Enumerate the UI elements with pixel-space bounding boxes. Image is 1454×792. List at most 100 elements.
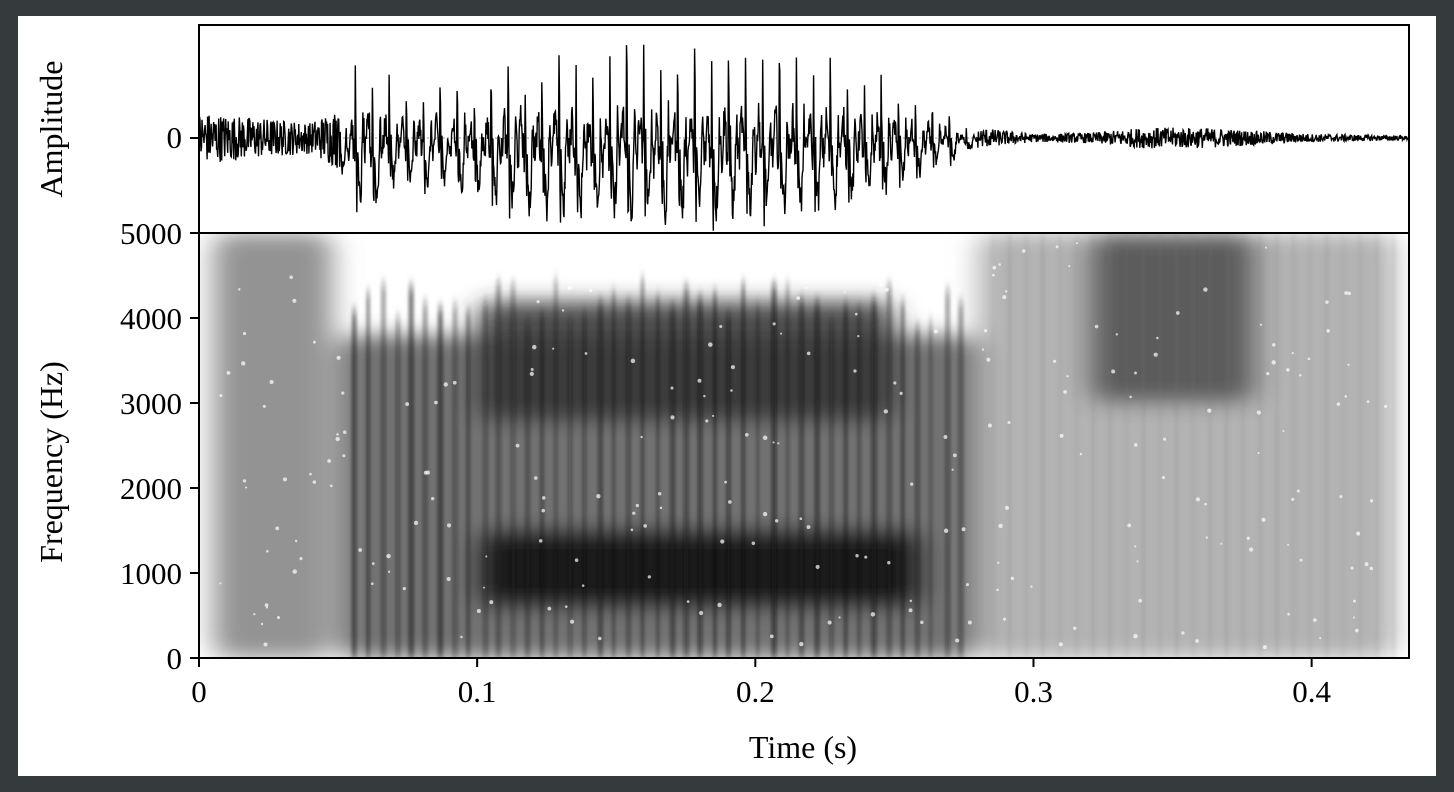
- spectrogram-speckle-dot: [1053, 359, 1057, 363]
- spectrogram-speckle-dot: [536, 300, 540, 304]
- spectrogram-speckle-dot: [709, 277, 714, 281]
- glottal-pulse-band: [929, 319, 932, 658]
- spectrogram-speckle-dot: [405, 402, 410, 406]
- spectrogram-speckle-dot: [1073, 626, 1077, 630]
- spectrogram-figure: 0 Amplitude 0 1000 2000 3000 4000 5000 0 0.1 0.…: [18, 16, 1436, 776]
- spectrogram-speckle-dot: [276, 615, 281, 620]
- spectrogram-speckle-dot: [1326, 329, 1331, 333]
- spectrogram-speckle-dot: [961, 527, 966, 532]
- y-axis-label: Frequency (Hz): [33, 361, 69, 563]
- spectrogram-speckle-dot: [581, 584, 585, 587]
- glottal-pulse-band: [396, 316, 400, 658]
- glottal-pulse-band: [799, 299, 804, 658]
- noise-band: [1008, 233, 1011, 658]
- glottal-pulse-band: [352, 310, 357, 658]
- spectrogram-speckle-dot: [226, 370, 231, 375]
- spectrogram-speckle-dot: [1366, 400, 1370, 403]
- spectrogram-speckle-dot: [1369, 566, 1374, 571]
- spectrogram-speckle-dot: [1307, 357, 1311, 361]
- spectrogram-speckle-dot: [561, 309, 565, 312]
- spectrogram-speckle-dot: [446, 576, 451, 582]
- spectrogram-speckle-dot: [815, 564, 820, 569]
- noise-band: [1125, 233, 1128, 658]
- spectrogram-speckle-dot: [670, 386, 674, 390]
- waveform-y-axis-label: Amplitude: [33, 61, 69, 198]
- spectrogram-speckle-dot: [992, 265, 997, 270]
- spectrogram-speckle-dot: [1021, 249, 1026, 253]
- spectrogram-speckle-dot: [730, 365, 735, 370]
- spectrogram-speckle-dot: [806, 525, 811, 529]
- spectrogram-speckle-dot: [843, 291, 846, 294]
- spectrogram-speckle-dot: [1347, 291, 1352, 296]
- spectrogram-speckle-dot: [955, 638, 960, 643]
- y-tick-label: 5000: [120, 216, 182, 251]
- spectrogram-speckle-dot: [1134, 371, 1137, 375]
- x-tick-label: 0.2: [736, 674, 775, 709]
- glottal-pulse-band: [598, 302, 603, 658]
- spectrogram-speckle-dot: [766, 259, 770, 264]
- x-tick-label: 0: [191, 674, 207, 709]
- glottal-pulse-band: [857, 307, 861, 658]
- glottal-pulse-band: [466, 310, 470, 658]
- glottal-pulse-band: [901, 302, 904, 658]
- spectrogram-speckle-dot: [864, 555, 868, 559]
- noise-band: [1208, 233, 1212, 658]
- spectrogram-speckle-dot: [1384, 404, 1388, 409]
- spectrogram-speckle-dot: [405, 256, 410, 261]
- spectrogram-speckle-dot: [996, 588, 999, 592]
- spectrogram-speckle-dot: [520, 278, 524, 282]
- noise-band: [1342, 233, 1345, 658]
- spectrogram-speckle-dot: [719, 324, 723, 328]
- spectrogram-speckle-dot: [530, 368, 534, 372]
- spectrogram-speckle-dot: [870, 612, 876, 617]
- spectrogram-speckle-dot: [275, 526, 280, 531]
- spectrogram-speckle-dot: [1325, 300, 1329, 304]
- spectrogram-speckle-dot: [1313, 618, 1317, 622]
- spectrogram-speckle-dot: [564, 605, 568, 608]
- glottal-pulse-band: [525, 321, 530, 658]
- spectrogram-speckle-dot: [1287, 612, 1290, 616]
- spectrogram-speckle-dot: [358, 548, 363, 552]
- spectrogram-speckle-dot: [1207, 408, 1212, 413]
- spectrogram-speckle-dot: [219, 582, 222, 585]
- spectrogram-speckle-dot: [647, 575, 651, 579]
- glottal-pulse-band: [741, 282, 745, 658]
- glottal-pulse-band: [684, 286, 689, 658]
- y-tick-label: 1000: [120, 556, 182, 591]
- spectrogram-speckle-dot: [703, 394, 706, 398]
- noise-band: [1308, 233, 1312, 658]
- spectrogram-speckle-dot: [1007, 421, 1011, 425]
- noise-band: [1041, 233, 1045, 658]
- spectrogram-speckle-dot: [720, 539, 725, 544]
- spectrogram-speckle-dot: [983, 329, 988, 333]
- glottal-pulse-band: [540, 313, 544, 658]
- noise-band: [1275, 233, 1278, 658]
- spectrogram-speckle-dot: [1156, 336, 1159, 340]
- x-tick-label: 0.1: [458, 674, 497, 709]
- spectrogram-speckle-dot: [446, 523, 452, 528]
- spectrogram-speckle-dot: [910, 482, 914, 486]
- spectrogram-speckle-dot: [734, 253, 740, 258]
- noise-band: [1225, 233, 1228, 658]
- spectrogram-speckle-dot: [596, 494, 601, 499]
- glottal-pulse-band: [612, 290, 615, 658]
- spectrogram-speckle-dot: [1271, 360, 1276, 365]
- glottal-pulse-band: [713, 291, 717, 658]
- spectrogram-speckle-dot: [1336, 402, 1341, 406]
- spectrogram-speckle-dot: [717, 602, 722, 608]
- spectrogram-speckle-dot: [1339, 495, 1343, 499]
- noise-band: [1141, 233, 1145, 658]
- waveform-trace: [199, 44, 1409, 231]
- glottal-pulse-band: [423, 302, 428, 658]
- spectrogram-speckle-dot: [670, 415, 675, 420]
- spectrogram-speckle-dot: [1111, 369, 1116, 374]
- spectrogram-speckle-dot: [1266, 372, 1270, 376]
- spectrogram-speckle-dot: [806, 351, 811, 356]
- spectrogram-speckle-dot: [699, 610, 704, 616]
- spectrogram-speckle-dot: [986, 357, 991, 362]
- glottal-pulse-band: [958, 302, 964, 658]
- spectrogram-speckle-dot: [532, 344, 537, 350]
- spectrogram-speckle-dot: [1129, 395, 1132, 399]
- y-tick-label: 4000: [120, 301, 182, 336]
- spectrogram-speckle-dot: [533, 476, 538, 480]
